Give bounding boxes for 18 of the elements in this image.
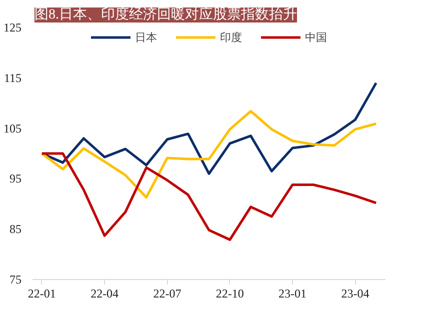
line-series <box>40 152 378 241</box>
x-tick-label: 23-01 <box>278 286 307 300</box>
y-tick-label: 125 <box>4 20 22 34</box>
line-series <box>40 110 378 199</box>
x-tick-label: 22-07 <box>153 286 182 300</box>
y-tick-label: 95 <box>10 172 22 186</box>
chart-title: 图8.日本、印度经济回暖对应股票指数抬升 <box>34 6 297 22</box>
x-tick-label: 22-04 <box>90 286 119 300</box>
x-tick-label: 22-01 <box>28 286 56 300</box>
y-tick-label: 85 <box>10 222 22 236</box>
y-tick-label: 115 <box>4 70 22 85</box>
legend-label: 日本 <box>135 30 157 44</box>
y-tick-label: 75 <box>10 272 22 286</box>
x-tick-label: 22-10 <box>216 286 244 300</box>
x-tick-label: 23-04 <box>341 286 370 300</box>
legend-label: 中国 <box>305 30 327 44</box>
legend-label: 印度 <box>220 30 242 44</box>
y-tick-label: 105 <box>4 121 22 136</box>
